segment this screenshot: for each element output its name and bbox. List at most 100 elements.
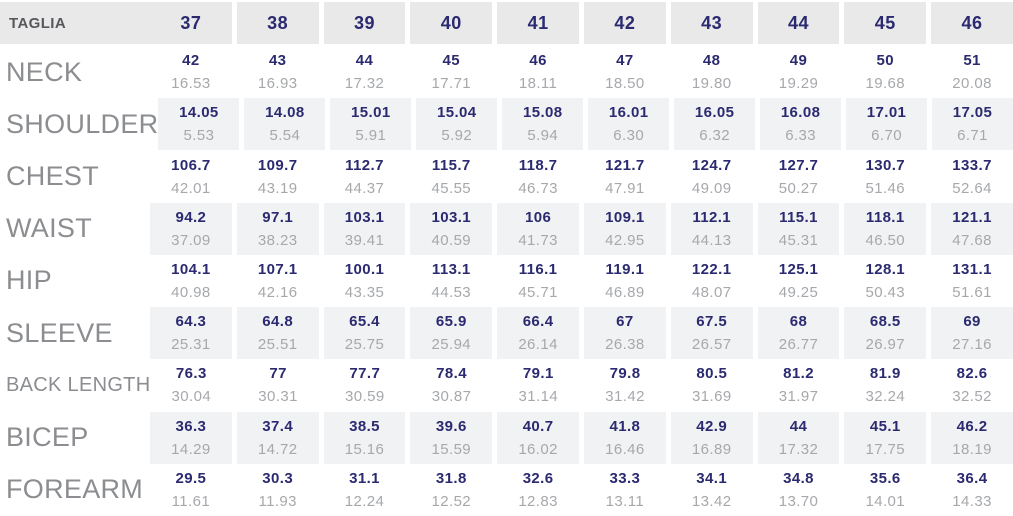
cm-value: 77.7 [349, 365, 381, 383]
cm-value: 65.9 [435, 313, 467, 331]
cm-value: 109.1 [605, 208, 645, 226]
measurement-cell: 125.1 49.25 [758, 255, 840, 307]
cm-value: 128.1 [865, 260, 906, 278]
corner-label: TAGLIA [9, 14, 67, 32]
inch-value: 18.50 [605, 75, 645, 93]
table-row-hip: HIP 104.1 40.98 107.1 42.16 100.1 43.35 113.1 44… [0, 255, 1013, 307]
measurement-cell: 82.6 32.52 [931, 359, 1013, 411]
inch-value: 41.73 [518, 231, 558, 249]
cm-value: 34.8 [783, 469, 814, 487]
measurement-cell: 76.3 30.04 [150, 359, 232, 411]
measurement-cell: 68 26.77 [757, 307, 840, 360]
table-row-forearm: FOREARM 29.5 11.61 30.3 11.93 31.1 12.24 31.8 12… [0, 464, 1013, 516]
row-label-cell: FOREARM [0, 464, 150, 516]
inch-value: 44.53 [431, 283, 472, 301]
inch-value: 14.72 [257, 440, 298, 458]
cm-value: 48 [702, 52, 721, 70]
cm-value: 81.9 [869, 365, 901, 383]
inch-value: 48.07 [691, 283, 732, 301]
cm-value: 51 [963, 52, 981, 70]
measurement-cell: 81.2 31.97 [758, 359, 840, 411]
measurement-cell: 69 27.16 [931, 307, 1013, 360]
measurement-cell: 130.7 51.46 [844, 150, 926, 202]
cm-value: 112.1 [692, 208, 732, 226]
cm-value: 14.08 [265, 104, 305, 122]
row-label-cell: SHOULDER [0, 98, 158, 150]
cm-value: 81.2 [783, 365, 814, 383]
cm-value: 125.1 [778, 260, 819, 278]
measurement-cell: 35.6 14.01 [844, 464, 926, 516]
inch-value: 19.80 [691, 75, 732, 93]
inch-value: 31.42 [605, 388, 645, 406]
size-header-cell-37: 37 [150, 2, 232, 44]
measurement-cell: 127.7 50.27 [758, 150, 840, 202]
measurement-cell: 30.3 11.93 [237, 464, 319, 516]
inch-value: 47.68 [952, 231, 992, 249]
inch-value: 26.57 [691, 336, 732, 354]
cm-value: 109.7 [257, 156, 298, 174]
cm-value: 38.5 [349, 417, 380, 435]
cm-value: 94.2 [175, 208, 207, 226]
size-header-value: 39 [353, 12, 375, 33]
cm-value: 34.1 [696, 469, 728, 487]
inch-value: 11.93 [258, 492, 297, 510]
row-label: CHEST [6, 161, 100, 192]
cm-value: 67.5 [696, 313, 728, 331]
cm-value: 45 [442, 52, 461, 70]
measurement-cell: 118.7 46.73 [497, 150, 579, 202]
inch-value: 46.89 [605, 283, 645, 301]
cm-value: 49 [789, 52, 808, 70]
table-row-sleeve: SLEEVE 64.3 25.31 64.8 25.51 65.4 25.75 65.9 25.… [0, 307, 1013, 360]
cm-value: 124.7 [691, 156, 732, 174]
measurement-cell: 15.01 5.91 [330, 98, 412, 151]
inch-value: 15.16 [344, 440, 385, 458]
cm-value: 36.4 [956, 469, 988, 487]
table-row-back-length: BACK LENGTH 76.3 30.04 77 30.31 77.7 30.59 78.4… [0, 359, 1013, 411]
cm-value: 106 [524, 208, 552, 226]
measurement-cell: 64.3 25.31 [150, 307, 232, 360]
cm-value: 41.8 [609, 417, 641, 435]
cm-value: 47 [616, 52, 634, 70]
inch-value: 45.31 [778, 231, 819, 249]
table-row-shoulder: SHOULDER 14.05 5.53 14.08 5.54 15.01 5.91 15.04… [0, 98, 1013, 151]
inch-value: 37.09 [171, 231, 211, 249]
cm-value: 122.1 [691, 260, 732, 278]
size-header-value: 46 [961, 12, 983, 33]
measurement-cell: 97.1 38.23 [236, 202, 319, 255]
inch-value: 49.09 [691, 179, 732, 197]
cm-value: 127.7 [778, 156, 819, 174]
cm-value: 106.7 [171, 156, 211, 174]
cm-value: 112.7 [345, 156, 384, 174]
cm-value: 17.05 [952, 104, 993, 122]
inch-value: 13.42 [691, 492, 732, 510]
measurement-cell: 44 17.32 [757, 411, 840, 464]
size-header-cell-46: 46 [931, 2, 1013, 44]
cm-value: 118.1 [865, 208, 905, 226]
measurement-cell: 79.1 31.14 [497, 359, 579, 411]
cm-value: 46.2 [956, 417, 988, 435]
inch-value: 5.53 [183, 127, 215, 145]
inch-value: 42.16 [257, 283, 298, 301]
cm-value: 39.6 [435, 417, 467, 435]
cm-value: 36.3 [175, 417, 207, 435]
measurement-cell: 115.7 45.55 [410, 150, 492, 202]
cm-value: 15.04 [437, 104, 477, 122]
measurement-cell: 47 18.50 [584, 46, 666, 98]
inch-value: 30.31 [258, 388, 298, 406]
row-label: WAIST [6, 213, 92, 244]
inch-value: 46.50 [865, 231, 906, 249]
measurement-cell: 42.9 16.89 [670, 411, 753, 464]
inch-value: 15.59 [431, 440, 472, 458]
measurement-cell: 14.05 5.53 [158, 98, 240, 151]
row-label-cell: WAIST [0, 203, 150, 255]
cm-value: 32.6 [522, 469, 554, 487]
inch-value: 20.08 [952, 75, 992, 93]
measurement-cell: 40.7 16.02 [497, 411, 579, 464]
row-label-cell: HIP [0, 255, 150, 307]
cm-value: 115.7 [431, 156, 471, 174]
inch-value: 6.70 [871, 127, 902, 145]
measurement-cell: 46.2 18.19 [931, 411, 1013, 464]
measurement-cell: 16.08 6.33 [760, 98, 842, 151]
row-label-cell: BACK LENGTH [0, 359, 150, 411]
